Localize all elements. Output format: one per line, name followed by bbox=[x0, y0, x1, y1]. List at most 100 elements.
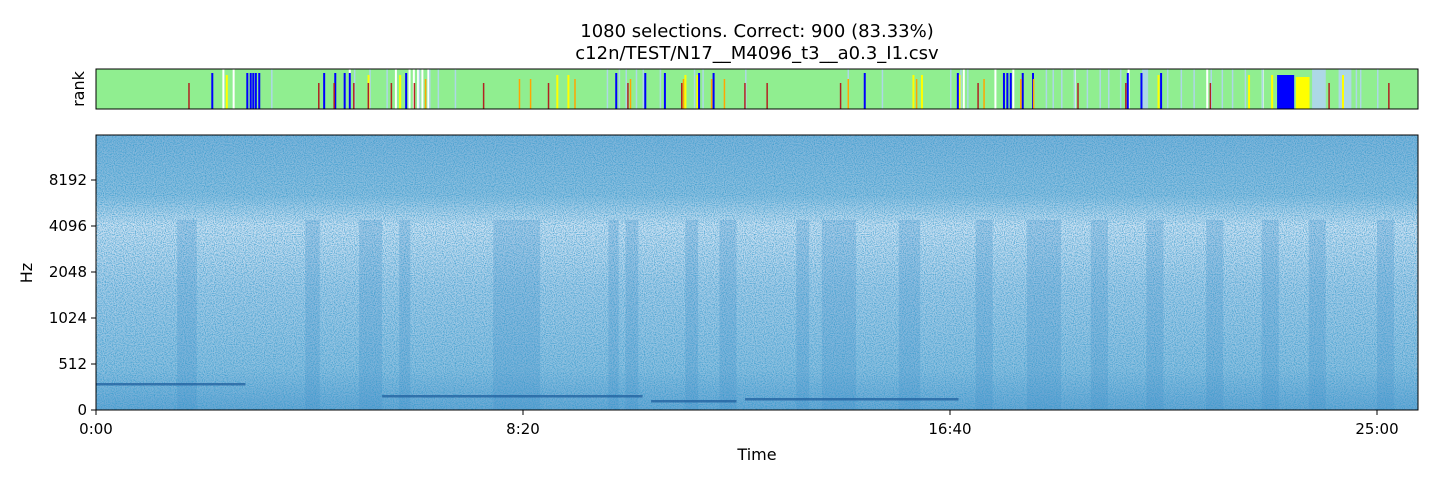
rank-mark-blue bbox=[1140, 73, 1142, 109]
rank-mark-light-blue bbox=[1061, 69, 1063, 109]
spectrogram-line-segment bbox=[745, 398, 959, 401]
rank-mark-light-blue bbox=[1167, 69, 1169, 109]
rank-mark-dark-red bbox=[744, 83, 746, 109]
rank-mark-dark-red bbox=[548, 83, 550, 109]
rank-mark-white bbox=[417, 69, 419, 109]
rank-mark-dark-red bbox=[1328, 83, 1330, 109]
rank-mark-dark-red bbox=[1077, 83, 1079, 109]
rank-mark-dark-red bbox=[977, 83, 979, 109]
y-tick-label: 1024 bbox=[49, 309, 87, 327]
spectrogram-line-segment bbox=[382, 395, 642, 398]
rank-mark-wide-light-blue bbox=[1312, 69, 1326, 109]
rank-mark-light-blue bbox=[455, 69, 457, 109]
rank-mark-yellow bbox=[567, 75, 569, 109]
rank-mark-blue bbox=[615, 73, 617, 109]
rank-mark-light-blue bbox=[1360, 69, 1362, 109]
rank-mark-light-blue bbox=[636, 69, 638, 109]
y-axis-label: Hz bbox=[17, 263, 36, 283]
rank-mark-yellow bbox=[1271, 75, 1273, 109]
rank-mark-orange bbox=[1020, 79, 1022, 109]
y-tick-label: 0 bbox=[77, 401, 87, 419]
rank-mark-light-blue bbox=[1046, 69, 1048, 109]
rank-mark-light-blue bbox=[1193, 69, 1195, 109]
rank-mark-orange bbox=[574, 79, 576, 109]
rank-mark-blue bbox=[1003, 73, 1005, 109]
rank-mark-light-blue bbox=[1222, 69, 1224, 109]
rank-mark-yellow bbox=[1158, 75, 1160, 109]
rank-mark-blue bbox=[644, 73, 646, 109]
rank-mark-yellow bbox=[912, 75, 914, 109]
rank-mark-light-blue bbox=[967, 69, 969, 109]
rank-mark-light-blue bbox=[1087, 69, 1089, 109]
rank-mark-yellow bbox=[1342, 75, 1344, 109]
y-tick-label: 4096 bbox=[49, 217, 87, 235]
rank-mark-light-blue bbox=[1245, 69, 1247, 109]
rank-mark-orange bbox=[519, 79, 521, 109]
y-ticks: 0 512 1024 2048 4096 8192 bbox=[49, 171, 96, 419]
spectrogram-grain bbox=[96, 135, 1418, 410]
rank-mark-wide-yellow bbox=[1296, 77, 1310, 109]
rank-panel: rank bbox=[69, 69, 1418, 109]
y-tick-label: 2048 bbox=[49, 263, 87, 281]
rank-mark-light-blue bbox=[607, 69, 609, 109]
rank-background bbox=[96, 69, 1418, 109]
rank-mark-light-blue bbox=[1108, 69, 1110, 109]
rank-mark-white bbox=[409, 69, 411, 109]
rank-mark-white bbox=[1012, 69, 1014, 109]
rank-mark-blue bbox=[1010, 73, 1012, 109]
rank-mark-light-blue bbox=[1356, 69, 1358, 109]
rank-mark-orange bbox=[425, 79, 427, 109]
rank-mark-blue bbox=[698, 73, 700, 109]
rank-mark-dark-red bbox=[1388, 83, 1390, 109]
rank-mark-orange bbox=[711, 79, 713, 109]
rank-mark-white bbox=[233, 69, 235, 109]
rank-mark-light-blue bbox=[271, 69, 273, 109]
x-tick-label: 8:20 bbox=[506, 420, 540, 438]
rank-mark-light-blue bbox=[386, 69, 388, 109]
rank-mark-dark-red bbox=[840, 83, 842, 109]
rank-mark-yellow bbox=[556, 75, 558, 109]
rank-mark-blue bbox=[255, 73, 257, 109]
rank-mark-light-blue bbox=[1120, 69, 1122, 109]
spectrogram-line-segment bbox=[96, 383, 245, 386]
rank-mark-orange bbox=[530, 79, 532, 109]
rank-mark-light-blue bbox=[1052, 69, 1054, 109]
rank-mark-dark-red bbox=[1210, 83, 1212, 109]
rank-mark-blue bbox=[211, 73, 213, 109]
rank-mark-light-blue bbox=[660, 69, 662, 109]
x-tick-label: 0:00 bbox=[79, 420, 113, 438]
chart-subtitle: c12n/TEST/N17__M4096_t3__a0.3_I1.csv bbox=[575, 43, 939, 64]
rank-mark-wide-blue bbox=[1277, 75, 1294, 109]
rank-mark-white bbox=[395, 69, 397, 109]
x-axis-label: Time bbox=[736, 445, 776, 464]
rank-mark-orange bbox=[983, 79, 985, 109]
rank-mark-light-blue bbox=[1377, 69, 1379, 109]
rank-mark-white bbox=[421, 69, 423, 109]
rank-mark-wide-light-blue bbox=[1142, 69, 1148, 109]
rank-mark-light-blue bbox=[694, 69, 696, 109]
rank-mark-dark-red bbox=[681, 83, 683, 109]
rank-mark-light-blue bbox=[429, 69, 431, 109]
rank-mark-light-blue bbox=[419, 69, 421, 109]
rank-mark-dark-red bbox=[627, 83, 629, 109]
rank-mark-white bbox=[222, 69, 224, 109]
rank-mark-blue bbox=[250, 73, 252, 109]
x-ticks: 0:00 8:20 16:40 25:00 bbox=[79, 410, 1398, 438]
rank-mark-light-blue bbox=[1074, 69, 1076, 109]
rank-mark-orange bbox=[683, 79, 685, 109]
rank-mark-white bbox=[994, 69, 996, 109]
rank-mark-dark-red bbox=[353, 83, 355, 109]
rank-mark-white bbox=[963, 69, 965, 109]
rank-mark-blue bbox=[1127, 73, 1129, 109]
rank-mark-orange bbox=[724, 79, 726, 109]
rank-mark-light-blue bbox=[882, 69, 884, 109]
rank-mark-wide-light-blue bbox=[1339, 69, 1352, 109]
rank-mark-dark-red bbox=[766, 83, 768, 109]
rank-mark-light-blue bbox=[625, 69, 627, 109]
rank-mark-light-blue bbox=[1262, 69, 1264, 109]
rank-mark-blue bbox=[323, 73, 325, 109]
rank-mark-light-blue bbox=[619, 69, 621, 109]
rank-mark-dark-red bbox=[188, 83, 190, 109]
